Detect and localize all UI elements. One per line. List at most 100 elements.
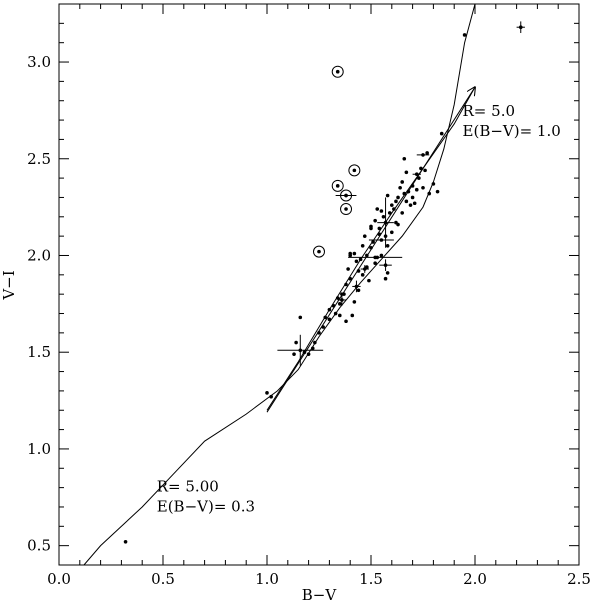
annotation-label: E(B−V)= 0.3: [157, 497, 255, 515]
circled-point: [344, 207, 348, 211]
star-data-point: [358, 257, 363, 262]
star-data-point: [408, 203, 413, 207]
star-data-point: [394, 199, 398, 204]
y-tick-label: 3.0: [27, 53, 51, 71]
star-data-point: [385, 193, 390, 198]
star-data-point: [404, 170, 409, 175]
star-data-point: [385, 271, 390, 275]
y-tick-label: 1.5: [27, 343, 51, 361]
star-data-point: [435, 189, 440, 194]
star-data-point: [396, 195, 400, 200]
star-data-point: [373, 218, 377, 223]
star-data-point: [385, 244, 390, 248]
circled-point: [344, 193, 348, 198]
star-data-point: [360, 244, 365, 248]
plot-area: [83, 4, 525, 565]
annotation-label: R= 5.0: [463, 102, 516, 120]
x-tick-label: 2.5: [567, 570, 591, 588]
error-bar-point: [414, 172, 419, 177]
star-data-point: [462, 33, 467, 37]
star-data-point: [419, 166, 423, 171]
error-bar-point: [354, 284, 359, 289]
star-data-point: [360, 273, 365, 277]
star-data-point: [383, 234, 388, 238]
circled-point-ring: [340, 203, 353, 216]
star-data-point: [306, 352, 311, 356]
star-data-point: [379, 209, 384, 213]
error-bar-point: [518, 25, 523, 30]
star-data-point: [394, 220, 398, 225]
star-data-point: [310, 346, 315, 351]
star-data-point: [356, 288, 361, 293]
star-data-point: [427, 191, 432, 196]
star-data-point: [344, 282, 348, 287]
star-data-point: [369, 245, 373, 250]
star-data-point: [439, 131, 444, 136]
star-data-point: [346, 267, 350, 271]
annotation-label: E(B−V)= 1.0: [463, 122, 561, 140]
y-tick-label: 1.0: [27, 440, 51, 458]
star-data-point: [338, 313, 342, 318]
star-data-point: [323, 315, 328, 320]
star-data-point: [342, 292, 346, 296]
star-data-point: [302, 350, 307, 355]
star-data-point: [390, 230, 394, 235]
star-data-point: [417, 176, 421, 180]
star-data-point: [371, 240, 375, 244]
star-data-point: [317, 331, 321, 335]
star-data-point: [327, 317, 332, 322]
reddening-vector-arrow: [266, 87, 475, 413]
star-data-point: [333, 311, 338, 316]
axes: 0.0 0.5 1.0 1.5 2.0 2.5 0.5 1.0 1.5 2.0 2.5 3.0 R= 5…: [27, 3, 591, 588]
circled-point: [335, 184, 340, 188]
star-data-point: [348, 253, 353, 258]
star-data-point: [431, 182, 436, 186]
star-data-point: [379, 253, 384, 258]
star-data-point: [269, 394, 273, 399]
circled-point: [335, 69, 340, 74]
star-data-point: [373, 261, 377, 266]
circled-point-ring: [348, 164, 361, 177]
error-bar-point: [298, 348, 303, 353]
star-data-point: [356, 269, 361, 273]
star-data-point: [352, 251, 357, 256]
star-data-point: [321, 325, 325, 329]
circled-point: [352, 168, 357, 173]
star-data-point: [423, 168, 427, 173]
star-data-point: [344, 319, 348, 324]
x-tick-label: 0.5: [151, 570, 175, 588]
star-data-point: [410, 195, 415, 200]
star-data-point: [425, 151, 429, 155]
error-bar-point: [340, 298, 344, 302]
star-data-point: [298, 315, 303, 320]
star-data-point: [375, 255, 380, 260]
star-data-point: [398, 185, 402, 190]
star-data-point: [390, 203, 394, 207]
star-data-point: [350, 313, 355, 318]
star-data-point: [412, 201, 417, 206]
circled-point-ring: [331, 65, 344, 78]
star-data-point: [294, 340, 298, 345]
star-data-point: [410, 184, 415, 188]
y-axis-label: V−I: [0, 270, 18, 300]
circled-point: [317, 249, 321, 254]
y-tick-label: 2.5: [27, 150, 51, 168]
star-data-point: [381, 214, 386, 219]
error-bar-point: [421, 153, 425, 157]
star-data-point: [400, 211, 405, 215]
star-data-point: [377, 232, 382, 237]
annotation-label: R= 5.00: [157, 477, 219, 495]
circled-point-ring: [331, 179, 344, 192]
star-data-point: [265, 391, 269, 395]
star-data-point: [354, 259, 359, 264]
star-data-point: [402, 156, 407, 161]
x-tick-label: 1.5: [359, 570, 383, 588]
plot-frame: [58, 3, 580, 566]
star-data-point: [327, 307, 332, 312]
star-data-point: [421, 185, 425, 190]
circled-point-ring: [340, 189, 353, 202]
star-data-point: [400, 180, 405, 184]
x-axis-label: B−V: [302, 586, 338, 604]
star-data-point: [406, 189, 411, 194]
